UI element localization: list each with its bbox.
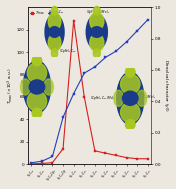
Ellipse shape [121,74,140,94]
Ellipse shape [32,108,42,118]
Ellipse shape [93,49,100,58]
Ellipse shape [45,14,64,50]
Ellipse shape [23,61,51,113]
Text: $(CpFe)_2C_{60}(Me)_2$: $(CpFe)_2C_{60}(Me)_2$ [90,94,116,102]
Y-axis label: $T_{max}$ ($\times$10$^3$ a.u.): $T_{max}$ ($\times$10$^3$ a.u.) [6,67,15,104]
Ellipse shape [121,102,140,122]
Ellipse shape [90,34,104,51]
Ellipse shape [20,79,30,95]
Ellipse shape [48,34,61,51]
Ellipse shape [27,63,47,83]
Ellipse shape [51,49,58,58]
Text: $(CpFe)_2C_{60}$: $(CpFe)_2C_{60}$ [59,47,77,55]
Ellipse shape [125,119,135,129]
Ellipse shape [32,56,42,66]
Ellipse shape [48,13,61,30]
Ellipse shape [91,27,103,37]
Ellipse shape [137,90,147,106]
Legend: $T_{max}$, $y_0$: $T_{max}$, $y_0$ [30,9,59,18]
Text: $(CpFe)_2C_{60}(Me)_2$: $(CpFe)_2C_{60}(Me)_2$ [20,78,44,86]
Ellipse shape [125,67,135,77]
Ellipse shape [29,80,45,94]
Text: $(CpFe)_2C_{60}(Me)_2$: $(CpFe)_2C_{60}(Me)_2$ [132,93,156,101]
Ellipse shape [90,13,104,30]
Y-axis label: Diradical character ($y_0$): Diradical character ($y_0$) [162,59,170,112]
Ellipse shape [86,14,107,50]
Ellipse shape [93,6,100,15]
Ellipse shape [49,27,60,37]
Ellipse shape [122,91,138,105]
Text: $(CpFe)_2C_{60}$: $(CpFe)_2C_{60}$ [48,8,65,16]
Ellipse shape [44,79,54,95]
Ellipse shape [114,90,124,106]
Ellipse shape [51,6,58,15]
Ellipse shape [117,72,144,125]
Text: $(CpFe)_2C_{60}(Me)_2$: $(CpFe)_2C_{60}(Me)_2$ [86,8,111,16]
Ellipse shape [27,91,47,111]
